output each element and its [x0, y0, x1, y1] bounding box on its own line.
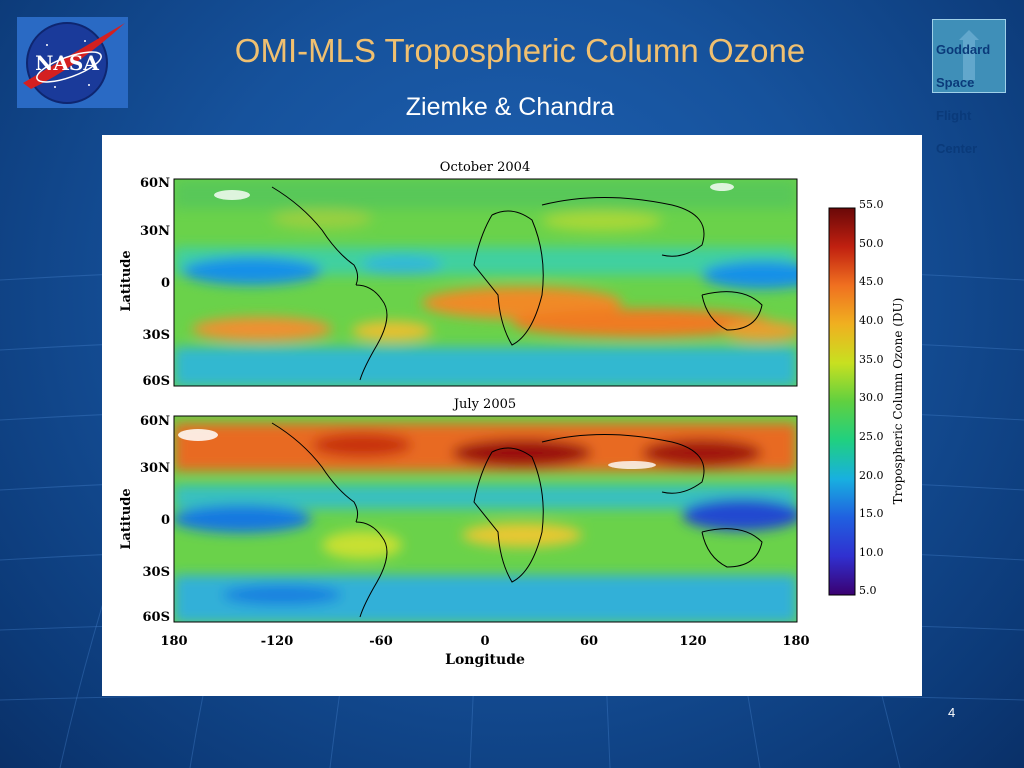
top-lat-tick-0: 0 — [161, 276, 170, 291]
map-oct-2004 — [174, 179, 797, 386]
colorbar-tick-45: 45.0 — [859, 275, 884, 288]
bottom-lat-tick-30n: 30N — [140, 461, 170, 476]
colorbar-tick-55: 55.0 — [859, 198, 884, 211]
colorbar-tick-5: 5.0 — [859, 584, 877, 597]
lon-tick-60w: -60 — [369, 634, 393, 649]
top-lat-tick-60n: 60N — [140, 176, 170, 191]
lon-tick-60e: 60 — [580, 634, 598, 649]
lon-tick-180w: 180 — [160, 634, 187, 649]
map-jul-2005 — [174, 416, 797, 622]
gsfc-line-4: Center — [936, 141, 978, 156]
slide-title: OMI-MLS Tropospheric Column Ozone — [234, 32, 806, 69]
gsfc-line-1: Goddard — [936, 42, 991, 57]
bottom-latitude-label: Latitude — [119, 488, 134, 549]
colorbar-tick-50: 50.0 — [859, 237, 884, 250]
lon-tick-180e: 180 — [782, 634, 809, 649]
panel-title-oct-2004: October 2004 — [440, 160, 530, 175]
panel-title-jul-2005: July 2005 — [452, 397, 516, 412]
page-number: 4 — [948, 705, 956, 720]
top-lat-tick-30n: 30N — [140, 224, 170, 239]
colorbar-label: Tropospheric Column Ozone (DU) — [891, 298, 905, 505]
lon-tick-0: 0 — [480, 634, 489, 649]
colorbar-tick-10: 10.0 — [859, 546, 884, 559]
bottom-lat-tick-60n: 60N — [140, 414, 170, 429]
ozone-figure: October 2004 — [102, 135, 922, 696]
colorbar-tick-35: 35.0 — [859, 353, 884, 366]
colorbar-tick-20: 20.0 — [859, 469, 884, 482]
colorbar-tick-15: 15.0 — [859, 507, 884, 520]
top-lat-tick-60s: 60S — [143, 374, 170, 389]
nasa-logo-text: NASA — [35, 51, 99, 75]
top-lat-tick-30s: 30S — [143, 328, 170, 343]
lon-tick-120w: -120 — [261, 634, 294, 649]
slide-subtitle: Ziemke & Chandra — [405, 93, 615, 121]
bottom-lat-tick-60s: 60S — [143, 610, 170, 625]
nasa-logo: NASA — [17, 17, 128, 108]
gsfc-line-3: Flight — [936, 108, 972, 123]
colorbar-tick-30: 30.0 — [859, 391, 884, 404]
gsfc-logo: Goddard Space Flight Center — [932, 19, 1006, 155]
bottom-lat-tick-0: 0 — [161, 513, 170, 528]
colorbar-tick-25: 25.0 — [859, 430, 884, 443]
bottom-lat-tick-30s: 30S — [143, 565, 170, 580]
lon-tick-120e: 120 — [679, 634, 706, 649]
colorbar-tick-40: 40.0 — [859, 314, 884, 327]
longitude-label: Longitude — [445, 652, 525, 668]
colorbar — [828, 207, 856, 596]
gsfc-line-2: Space — [936, 75, 975, 90]
top-latitude-label: Latitude — [119, 250, 134, 311]
